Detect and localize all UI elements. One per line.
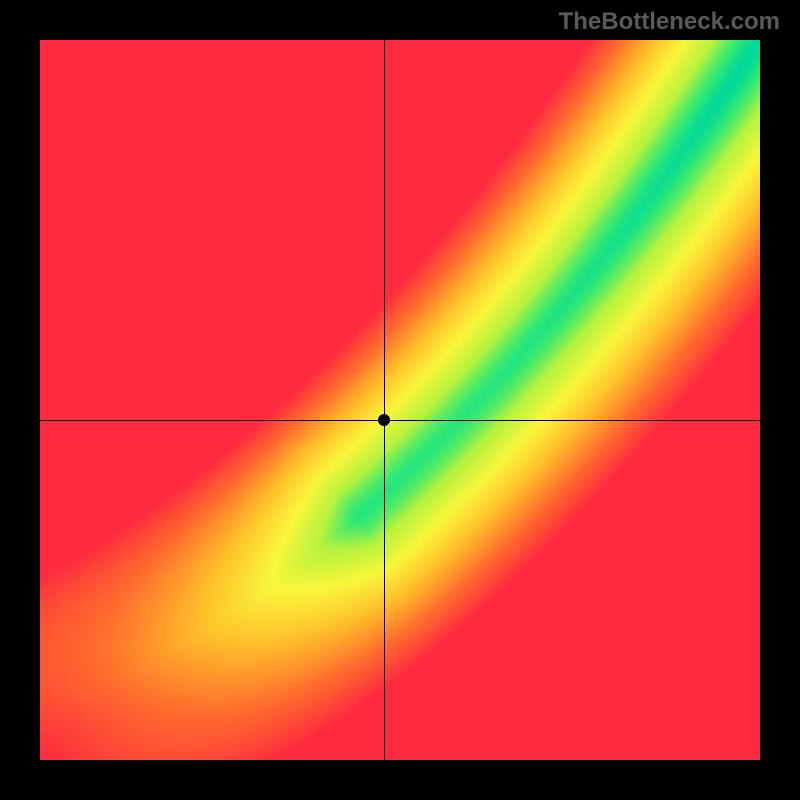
figure-root: TheBottleneck.com	[0, 0, 800, 800]
plot-area	[40, 40, 760, 760]
crosshair-marker	[378, 414, 390, 426]
crosshair-vertical	[384, 40, 385, 760]
crosshair-horizontal	[40, 420, 760, 421]
watermark-text: TheBottleneck.com	[559, 8, 780, 36]
heatmap-canvas	[40, 40, 760, 760]
